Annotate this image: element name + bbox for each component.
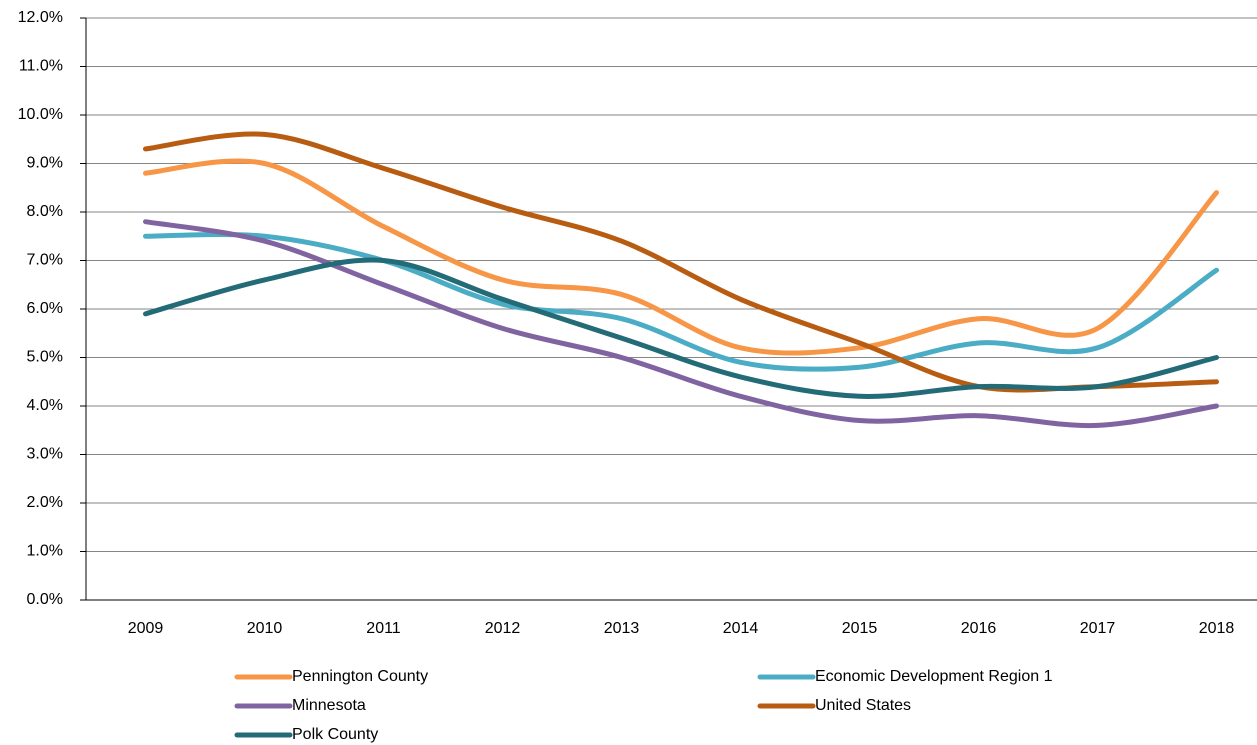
x-tick-label: 2015 (842, 620, 878, 637)
y-tick-label: 9.0% (27, 155, 63, 172)
x-tick-label: 2012 (485, 620, 521, 637)
y-tick-label: 7.0% (27, 252, 63, 269)
y-tick-label: 10.0% (18, 106, 63, 123)
legend-label: Polk County (292, 726, 378, 743)
legend-label: United States (815, 697, 911, 714)
series-line (143, 231, 1219, 372)
series-line (143, 131, 1219, 393)
y-tick-label: 12.0% (18, 9, 63, 26)
x-tick-label: 2014 (723, 620, 759, 637)
y-tick-label: 1.0% (27, 543, 63, 560)
x-tick-label: 2013 (604, 620, 640, 637)
x-tick-label: 2009 (128, 620, 164, 637)
y-tick-label: 0.0% (27, 591, 63, 608)
series-line (143, 257, 1219, 399)
x-tick-label: 2011 (366, 620, 401, 637)
x-tick-label: 2010 (247, 620, 283, 637)
x-tick-label: 2018 (1199, 620, 1235, 637)
y-tick-label: 5.0% (27, 349, 63, 366)
y-tick-label: 8.0% (27, 203, 63, 220)
legend-label: Economic Development Region 1 (815, 668, 1053, 685)
series-line (143, 158, 1219, 356)
y-tick-label: 4.0% (27, 397, 63, 414)
y-tick-label: 3.0% (27, 446, 63, 463)
y-tick-label: 6.0% (27, 300, 63, 317)
y-tick-label: 2.0% (27, 494, 63, 511)
legend-label: Minnesota (292, 697, 366, 714)
legend-label: Pennington County (292, 668, 428, 685)
x-tick-label: 2016 (961, 620, 997, 637)
x-tick-label: 2017 (1080, 620, 1116, 637)
y-tick-label: 11.0% (19, 58, 63, 75)
